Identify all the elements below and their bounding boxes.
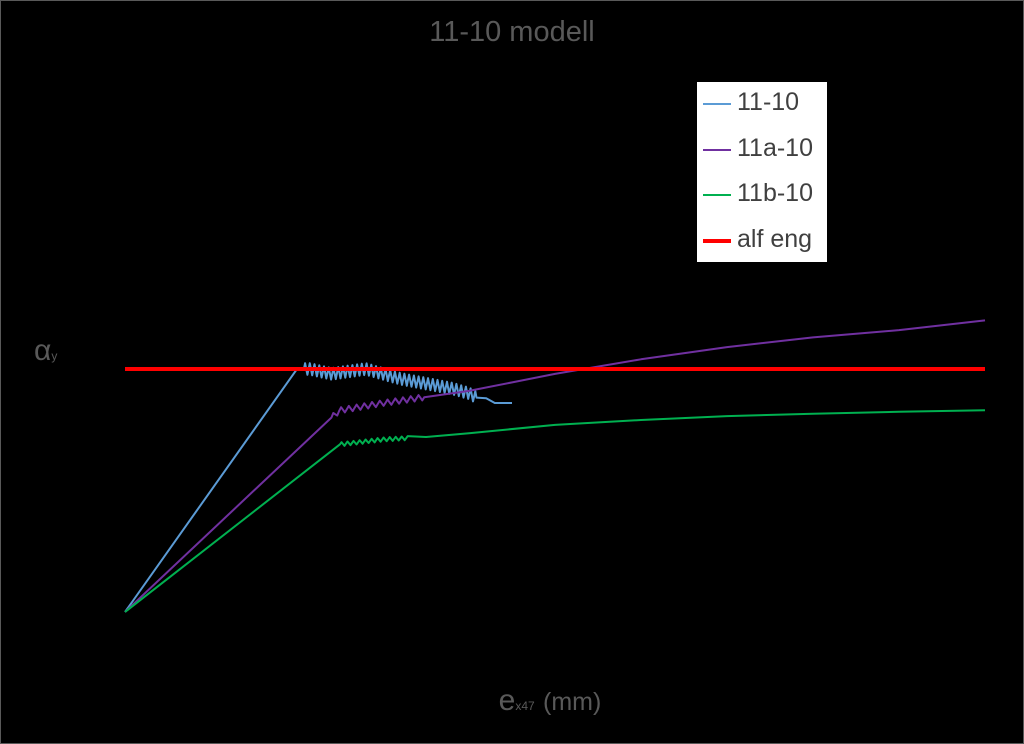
legend-label: 11a-10: [737, 133, 813, 162]
x-axis-label-main: e: [498, 684, 516, 717]
y-axis-label-main: α: [34, 334, 52, 367]
legend-item: 11a-10: [697, 134, 827, 180]
legend-label: alf eng: [737, 224, 813, 253]
series-line-11b-10: [124, 409, 986, 613]
x-axis-label-subscript: x47: [515, 699, 535, 713]
chart-title: 11-10 modell: [429, 16, 595, 48]
legend: 11-10 11a-10 11b-10 alf eng: [697, 82, 827, 262]
legend-swatch: [703, 148, 731, 151]
legend-swatch: [703, 238, 731, 243]
y-axis-label: αy: [34, 334, 57, 368]
series-line-11-10: [124, 362, 512, 613]
x-axis-label-unit: (mm): [543, 688, 602, 716]
legend-item: alf eng: [697, 225, 827, 271]
legend-item: 11-10: [697, 88, 827, 134]
legend-label: 11-10: [737, 88, 800, 116]
y-axis-label-subscript: y: [51, 349, 58, 363]
legend-swatch: [703, 194, 731, 196]
x-axis-label: ex47 (mm): [0, 684, 1024, 718]
legend-item: 11b-10: [697, 179, 827, 225]
series-line-11a-10: [124, 319, 986, 613]
legend-swatch: [703, 103, 731, 105]
legend-label: 11b-10: [737, 179, 813, 207]
